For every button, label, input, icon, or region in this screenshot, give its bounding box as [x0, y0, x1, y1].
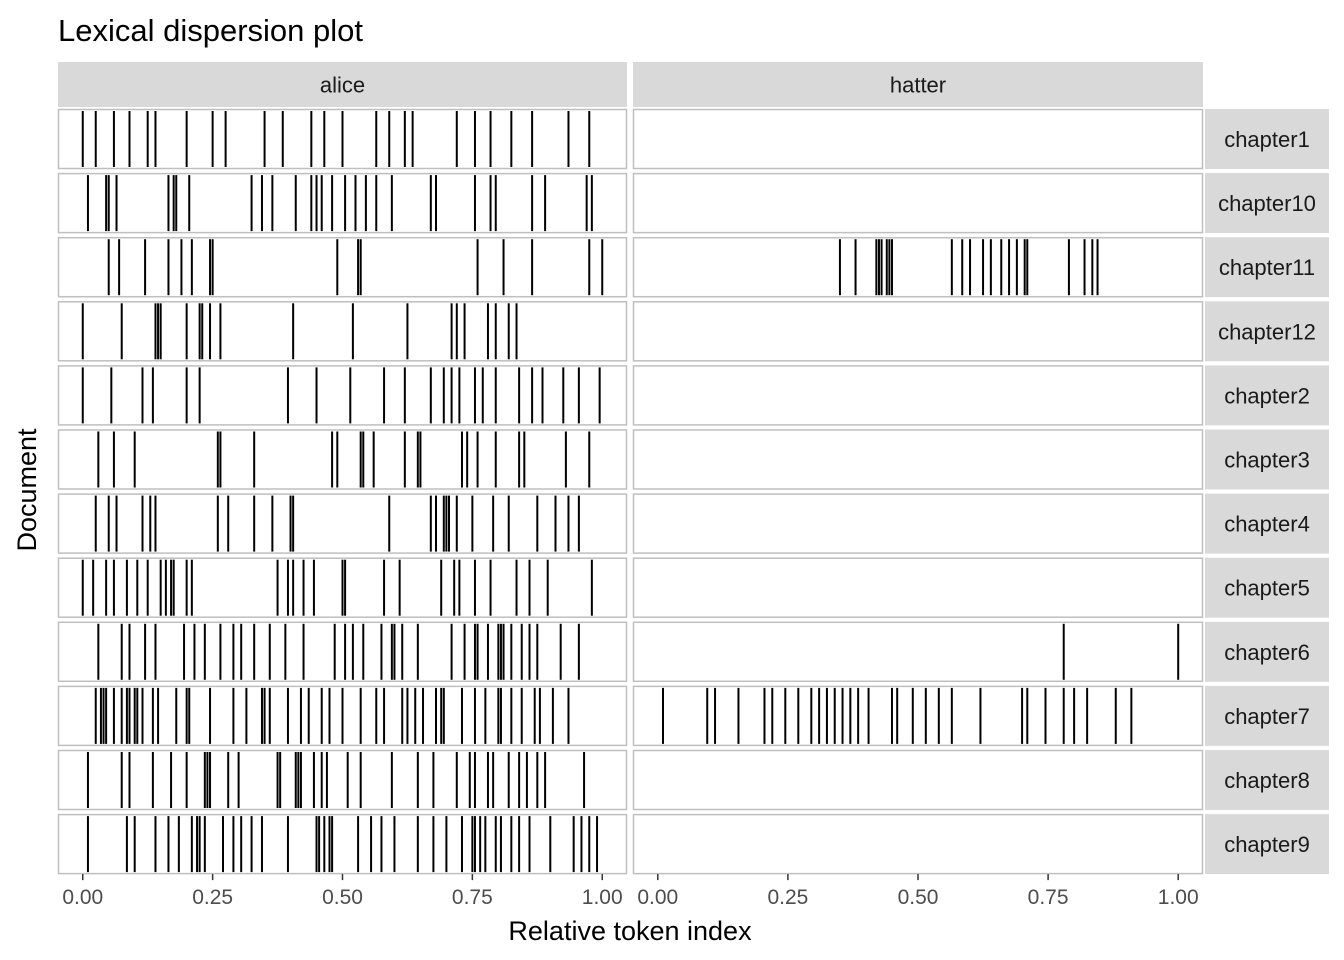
row-strip-chapter10	[1205, 173, 1329, 234]
y-axis-title: Document	[12, 428, 42, 552]
row-strip-chapter6	[1205, 621, 1329, 682]
chart-title: Lexical dispersion plot	[58, 13, 363, 48]
facet-label-hatter: hatter	[890, 73, 946, 98]
row-label-chapter5: chapter5	[1224, 576, 1310, 601]
panel-hatter-chapter2	[632, 365, 1204, 426]
x-tick-label: 0.25	[192, 886, 233, 909]
row-strip-chapter4	[1205, 493, 1329, 554]
x-tick-label: 0.75	[1028, 886, 1069, 909]
facet-label-alice: alice	[320, 73, 365, 98]
panel-alice-chapter11	[57, 236, 628, 298]
row-strip-chapter7	[1205, 685, 1329, 746]
row-label-chapter8: chapter8	[1224, 768, 1310, 793]
panel-alice-chapter3	[57, 429, 628, 490]
x-tick-label: 0.50	[898, 886, 939, 909]
row-label-chapter10: chapter10	[1218, 191, 1316, 216]
x-tick-label: 0.00	[62, 886, 103, 909]
panel-hatter-chapter12	[632, 301, 1204, 362]
row-label-chapter9: chapter9	[1224, 832, 1310, 857]
panel-alice-chapter8	[57, 749, 628, 811]
x-tick-label: 1.00	[1158, 886, 1199, 909]
panel-hatter-chapter11	[632, 236, 1204, 298]
x-axes: 0.00 0.25 0.50 0.75 1.00 0.00 0.25 0.50 0.75 1.00	[62, 874, 1199, 909]
panel-hatter-chapter6	[632, 621, 1204, 683]
row-strip-chapter3	[1205, 429, 1329, 490]
panel-alice-chapter6	[57, 621, 628, 683]
row-strip-chapter9	[1205, 814, 1329, 875]
panel-alice-chapter4	[57, 493, 628, 554]
row-strip-chapter1	[1205, 109, 1329, 169]
x-tick-label: 0.75	[452, 886, 493, 909]
panel-hatter-chapter8	[632, 749, 1204, 811]
panel-hatter-chapter10	[632, 172, 1204, 234]
row-label-chapter12: chapter12	[1218, 319, 1316, 344]
row-label-chapter4: chapter4	[1224, 512, 1310, 537]
row-label-chapter6: chapter6	[1224, 640, 1310, 665]
x-tick-label: 0.50	[322, 886, 363, 909]
panel-hatter-chapter3	[632, 429, 1204, 490]
panel-hatter-chapter1	[632, 108, 1204, 170]
x-tick-label: 0.25	[767, 886, 808, 909]
x-axis-title: Relative token index	[508, 916, 752, 946]
panel-alice-chapter9	[57, 813, 628, 875]
facet-strip-hatter	[633, 62, 1203, 107]
row-label-chapter7: chapter7	[1224, 704, 1310, 729]
row-label-chapter2: chapter2	[1224, 383, 1310, 408]
row-strip-chapter5	[1205, 557, 1329, 618]
panel-alice-chapter12	[57, 301, 628, 362]
row-label-chapter3: chapter3	[1224, 448, 1310, 473]
row-strip-chapter8	[1205, 750, 1329, 810]
row-strip-chapter2	[1205, 365, 1329, 426]
facet-strip-alice	[58, 62, 627, 107]
row-label-chapter1: chapter1	[1224, 127, 1310, 152]
row-label-chapter11: chapter11	[1219, 255, 1315, 280]
panel-hatter-chapter9	[632, 813, 1204, 875]
row-strip-chapter12	[1205, 301, 1329, 362]
panel-hatter-chapter5	[632, 557, 1204, 618]
row-strip-chapter11	[1205, 237, 1329, 298]
x-tick-label: 1.00	[582, 886, 623, 909]
panel-hatter-chapter7	[632, 685, 1204, 747]
panels: alice hatter chapter1 chapter10 chapter11 cha…	[57, 62, 1329, 875]
x-tick-label: 0.00	[637, 886, 678, 909]
panel-alice-chapter2	[57, 365, 628, 426]
panel-hatter-chapter4	[632, 493, 1204, 554]
panel-alice-chapter10	[57, 172, 628, 234]
